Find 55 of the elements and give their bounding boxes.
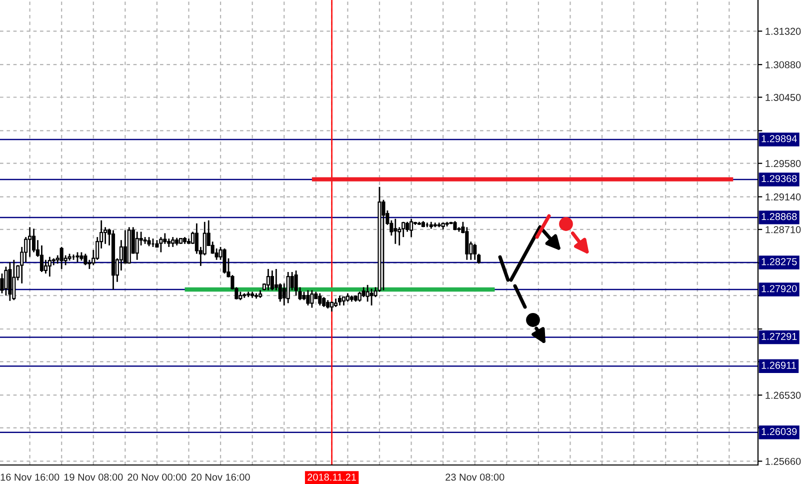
candlestick (286, 271, 290, 304)
candlestick (306, 290, 310, 306)
candlestick (135, 231, 139, 261)
candlestick (310, 290, 314, 308)
candlestick (159, 236, 163, 253)
candlestick (28, 226, 32, 258)
candlestick (370, 288, 374, 306)
candlestick (465, 226, 469, 261)
y-tick-label: 1.30450 (766, 94, 801, 101)
ref-line-label: 1.27920 (762, 285, 797, 292)
candlestick (322, 296, 326, 308)
candlestick (294, 270, 298, 296)
candlestick (147, 236, 151, 247)
ref-line-label: 1.29368 (762, 175, 797, 182)
candlestick (473, 243, 477, 261)
x-tick-label: 20 Nov 00:00 (128, 474, 186, 481)
candlestick (266, 268, 270, 291)
x-tick-label: 2018.11.21 (308, 474, 356, 481)
y-tick-label: 1.26530 (766, 392, 801, 399)
candlestick (410, 218, 414, 238)
candlestick (171, 236, 175, 248)
candlestick (382, 199, 386, 291)
candlestick (394, 218, 398, 245)
candlestick (32, 228, 36, 253)
y-tick-label: 1.28710 (766, 226, 801, 234)
candlestick (362, 286, 366, 298)
y-tick-label: 1.25660 (766, 458, 801, 465)
ref-line-label: 1.26911 (762, 362, 796, 369)
candlestick (48, 256, 52, 278)
candlestick (163, 232, 167, 245)
x-tick-label: 19 Nov 08:00 (64, 474, 123, 481)
candlestick (358, 291, 362, 302)
ref-line-label: 1.26039 (762, 428, 797, 436)
candlestick (12, 259, 16, 301)
candlestick (76, 252, 80, 263)
candlestick (318, 292, 322, 306)
x-tick-label: 20 Nov 16:00 (191, 474, 250, 481)
candlestick (4, 266, 8, 296)
y-tick-label: 1.29580 (766, 160, 801, 168)
x-tick-label: 16 Nov 16:00 (0, 474, 60, 481)
y-tick-label: 1.30880 (766, 61, 801, 68)
candlestick (366, 284, 370, 302)
candlestick (60, 246, 64, 270)
y-tick-label: 1.31320 (766, 28, 801, 35)
candlestick (330, 300, 334, 312)
candlestick (84, 253, 88, 266)
ref-line-label: 1.28868 (762, 213, 797, 220)
ref-line-label: 1.27291 (762, 332, 797, 340)
candlestick (222, 248, 226, 274)
ref-line-label: 1.29894 (762, 135, 797, 142)
candlestick (270, 270, 274, 291)
candlestick (338, 294, 342, 306)
ref-line-label: 1.28275 (762, 258, 797, 266)
y-tick-label: 1.29140 (766, 193, 801, 201)
x-tick-label: 23 Nov 08:00 (446, 474, 504, 481)
